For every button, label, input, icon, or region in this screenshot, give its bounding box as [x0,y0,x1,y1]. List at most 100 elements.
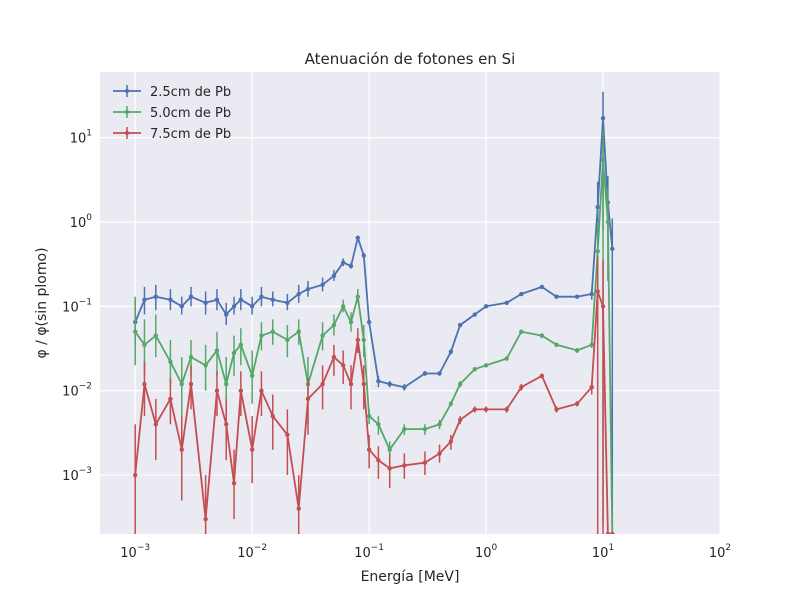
data-point [203,300,208,306]
y-tick-exponent: −3 [79,466,92,476]
legend-label: 7.5cm de Pb [150,127,231,142]
data-point [387,447,392,452]
data-point [539,373,545,379]
y-tick-label: 10−2 [62,382,92,400]
y-tick-base: 10 [70,216,87,231]
data-point [483,304,489,309]
x-tick-exponent: 0 [491,543,497,553]
x-tick-label: 10−2 [237,543,267,561]
data-point [554,294,559,299]
data-point [153,422,159,427]
data-point [320,381,325,387]
data-point [340,260,346,265]
x-tick-labels: 10−3 10−2 10−1 100 101 102 [120,543,731,561]
y-tick-label: 10−3 [62,466,92,484]
data-point [387,381,392,387]
data-point [168,297,173,302]
data-point [224,312,229,317]
data-point [610,246,615,252]
y-tick-exponent: 1 [86,129,92,139]
data-point [179,447,184,452]
data-point [348,319,354,325]
data-point [259,333,264,338]
data-point [142,297,147,302]
data-point [361,381,366,387]
legend-swatch-marker [124,88,130,94]
y-tick-exponent: −2 [79,382,92,392]
data-point [153,333,159,338]
data-point [296,506,301,511]
data-point [133,472,138,478]
y-tick-exponent: 0 [86,213,92,223]
data-point [224,422,229,427]
data-point [270,413,275,419]
data-point [142,381,147,387]
data-point [402,463,407,468]
y-tick-base: 10 [62,300,79,315]
data-point [340,363,346,368]
x-tick-base: 10 [237,546,254,561]
data-point [610,531,615,534]
x-tick-base: 10 [120,546,137,561]
data-point [519,384,524,390]
data-point [231,304,237,309]
x-tick-exponent: −1 [371,543,384,553]
x-axis-label: Energía [MeV] [361,569,460,585]
data-point [519,291,524,297]
data-point [224,381,229,387]
data-point [188,354,194,360]
y-tick-base: 10 [70,132,87,147]
data-point [595,204,600,210]
data-point [472,312,477,317]
legend: 2.5cm de Pb 5.0cm de Pb 7.5cm de Pb [113,85,231,142]
x-tick-label: 100 [475,543,498,561]
data-point [422,460,428,465]
data-point [437,451,442,456]
data-point [270,297,275,302]
data-point [285,432,290,437]
data-point [376,378,381,384]
data-point [366,319,372,325]
data-point [483,363,489,368]
data-point [457,417,463,423]
data-point [203,363,208,368]
data-point [539,284,545,290]
data-point [554,407,559,412]
x-tick-label: 10−1 [354,543,384,561]
data-point [249,373,255,379]
data-point [600,115,606,121]
data-point [331,354,337,360]
data-point [231,481,237,486]
x-tick-exponent: −3 [137,543,150,553]
data-point [437,422,442,427]
data-point [168,359,173,365]
data-point [355,294,360,299]
data-point [214,388,220,393]
data-point [331,273,337,279]
data-point [259,388,264,393]
data-point [238,297,244,302]
x-tick-label: 101 [592,543,614,561]
data-point [422,371,428,376]
series-2 [133,255,615,534]
data-point [402,426,407,432]
data-point [457,322,463,328]
data-point [422,426,428,432]
data-point [589,342,594,347]
data-point [600,157,606,162]
data-point [305,396,311,402]
data-point [285,300,290,306]
data-point [133,329,138,334]
data-point [448,401,454,406]
y-tick-label: 10−1 [62,297,92,315]
x-tick-label: 10−3 [120,543,150,561]
data-point [366,447,372,452]
data-point [457,381,463,387]
data-point [539,333,545,338]
data-point [504,407,509,412]
data-point [574,294,580,299]
x-tick-base: 10 [592,546,609,561]
data-point [270,329,275,334]
